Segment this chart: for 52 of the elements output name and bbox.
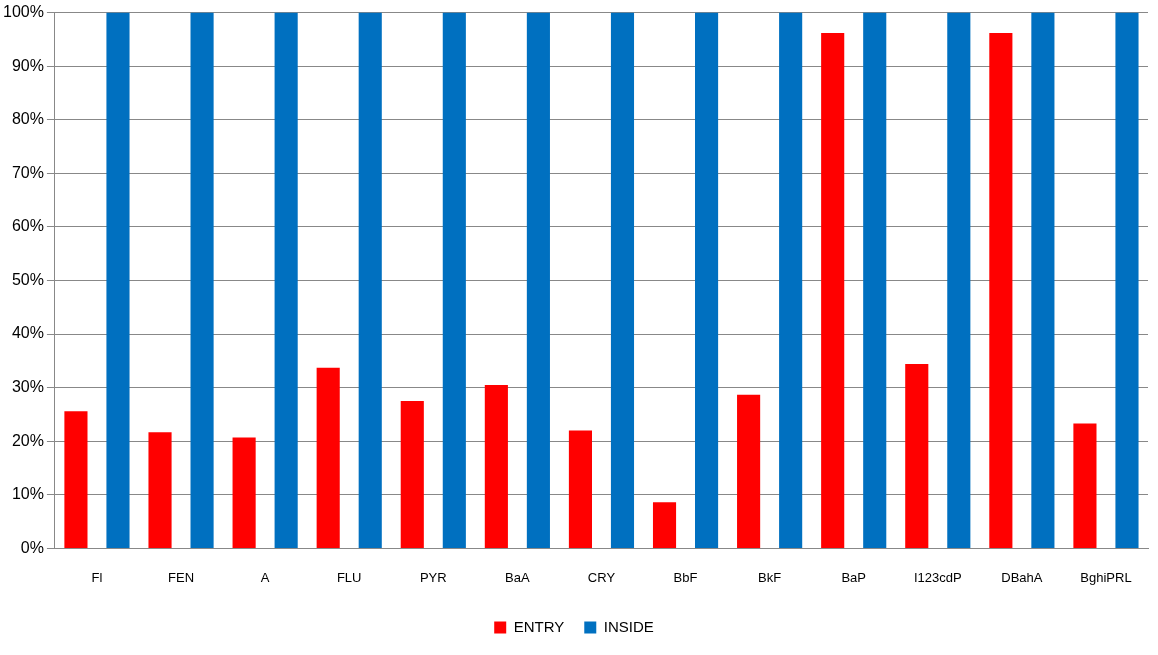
y-tick-label: 30% bbox=[11, 378, 44, 396]
bar bbox=[358, 12, 382, 548]
bar bbox=[947, 12, 971, 548]
y-tick-label: 20% bbox=[11, 431, 44, 449]
bar bbox=[1031, 12, 1055, 548]
bar bbox=[400, 401, 424, 548]
y-tick-label: 70% bbox=[11, 163, 44, 181]
x-tick-label: BkF bbox=[758, 569, 782, 585]
bar bbox=[526, 12, 550, 548]
bar bbox=[610, 12, 635, 548]
x-tick-label: FEN bbox=[168, 569, 195, 585]
y-tick-label: 0% bbox=[20, 538, 44, 556]
bar bbox=[442, 12, 466, 548]
bar bbox=[274, 12, 298, 548]
y-tick-label: 10% bbox=[11, 485, 44, 503]
x-tick-label: Fl bbox=[91, 569, 103, 585]
x-tick-label: BghiPRL bbox=[1080, 569, 1132, 585]
bar bbox=[316, 367, 340, 548]
y-tick-label: 100% bbox=[3, 3, 44, 21]
y-tick-label: 40% bbox=[11, 324, 44, 342]
y-tick-label: 90% bbox=[11, 56, 44, 74]
bar bbox=[779, 12, 803, 548]
bar bbox=[190, 12, 214, 548]
x-tick-label: I123cdP bbox=[913, 569, 962, 585]
bar bbox=[484, 384, 508, 548]
bar bbox=[148, 432, 172, 548]
y-tick-label: 80% bbox=[11, 110, 44, 128]
bar bbox=[821, 32, 845, 548]
x-tick-label: A bbox=[260, 569, 270, 585]
bar bbox=[64, 411, 88, 548]
x-tick-label: DBahA bbox=[1001, 569, 1043, 585]
bar bbox=[989, 32, 1013, 548]
x-tick-label: BaP bbox=[841, 569, 866, 585]
bar bbox=[1073, 423, 1097, 548]
bar bbox=[863, 12, 887, 548]
legend-label: ENTRY bbox=[513, 617, 565, 635]
x-tick-label: BaA bbox=[505, 569, 530, 585]
bar bbox=[1115, 12, 1139, 548]
bar bbox=[106, 12, 130, 548]
legend-label: INSIDE bbox=[603, 617, 654, 635]
bar bbox=[652, 502, 677, 548]
x-tick-label: FLU bbox=[336, 569, 362, 585]
x-tick-label: CRY bbox=[587, 569, 616, 585]
bar bbox=[737, 394, 761, 548]
bar bbox=[568, 430, 592, 548]
x-tick-label: PYR bbox=[419, 569, 447, 585]
bar bbox=[905, 364, 929, 548]
bar bbox=[232, 437, 256, 548]
y-tick-label: 60% bbox=[11, 217, 44, 235]
x-tick-label: BbF bbox=[673, 569, 698, 585]
bar bbox=[695, 12, 719, 548]
y-tick-label: 50% bbox=[11, 270, 44, 288]
